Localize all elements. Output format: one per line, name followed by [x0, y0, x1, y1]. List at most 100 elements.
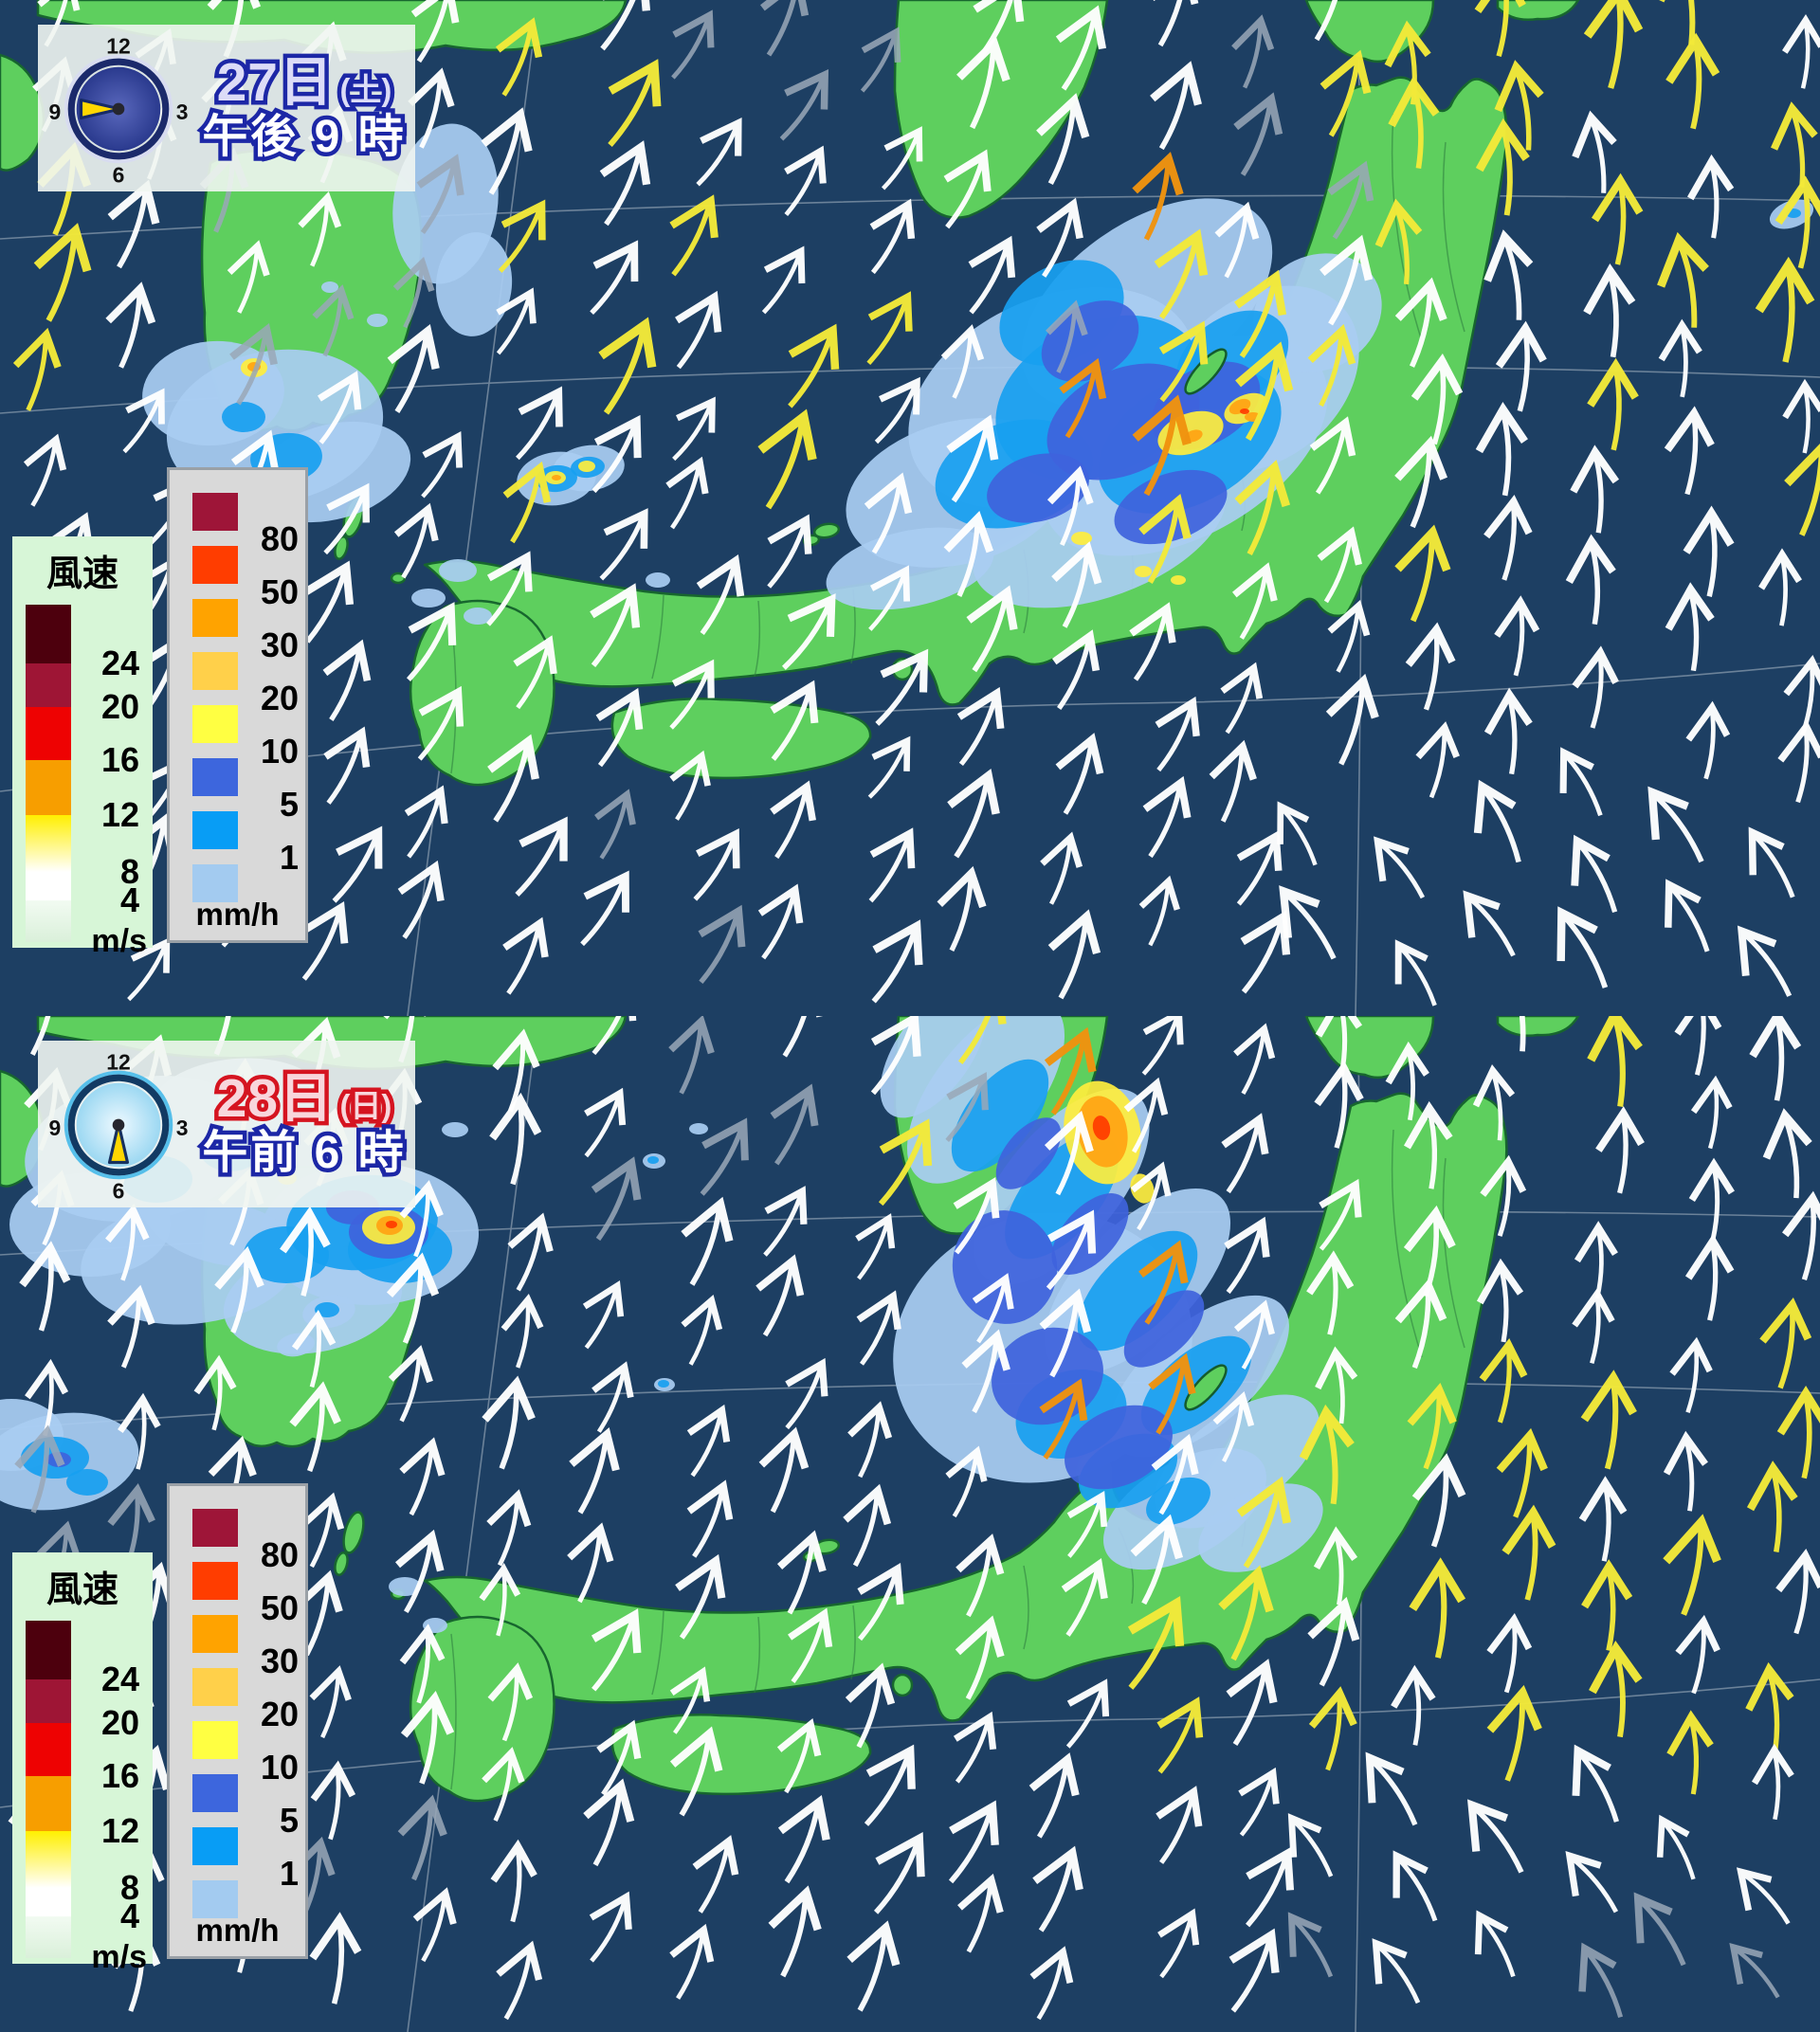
wind-arrow: [229, 322, 278, 406]
precip-legend: 80 50 30 20 10 5 1 mm/h: [167, 1483, 308, 1959]
wind-arrow: [486, 1489, 532, 1567]
wind-arrow: [871, 919, 923, 1004]
precip-tick: 10: [260, 1748, 299, 1787]
wind-arrow: [1729, 1942, 1780, 1999]
wind-arrow: [289, 1381, 341, 1473]
wind-arrow: [1039, 1288, 1092, 1378]
precip-color-swatch: [192, 652, 238, 690]
wind-arrow: [1155, 696, 1200, 772]
wind-arrow: [940, 324, 985, 399]
weather-map-sat-9pm: [0, 0, 1820, 1016]
datetime-box: 12 3 6 9 28日 28日 (日) (日) 午前 6 時午前 6 時: [38, 1041, 415, 1207]
wind-arrow: [23, 433, 67, 507]
wind-arrow: [1404, 1100, 1453, 1189]
wind-speed-tick: 24: [100, 644, 139, 682]
wind-arrow: [1036, 93, 1090, 186]
wind-arrow: [1055, 5, 1107, 91]
wind-arrow: [309, 1912, 362, 2005]
wind-arrow: [1141, 1016, 1184, 1076]
wind-arrow: [1474, 0, 1526, 58]
wind-arrow: [1472, 1064, 1516, 1141]
wind-legend-bar: [26, 1621, 71, 1958]
wind-arrow: [1690, 1075, 1733, 1150]
wind-arrow: [1782, 1190, 1820, 1281]
wind-arrow: [416, 154, 464, 234]
wind-arrow: [1746, 1460, 1798, 1552]
wind-arrow: [1388, 76, 1440, 170]
wind-arrow: [1415, 721, 1460, 799]
wind-arrow: [599, 140, 651, 227]
wind-arrow: [956, 1533, 1005, 1618]
wind-arrow: [968, 235, 1016, 315]
wind-speed-color-step: [26, 1916, 71, 1958]
wind-arrow: [1036, 197, 1083, 278]
precip-color-swatch: [192, 1827, 238, 1865]
wind-arrow: [770, 1083, 819, 1166]
date-line: 27日 27日 (土) (土): [212, 50, 396, 116]
clock-number: 9: [48, 1116, 61, 1140]
wind-arrow: [1306, 1250, 1355, 1335]
wind-arrow: [1656, 1814, 1696, 1880]
wind-arrow: [1319, 1178, 1362, 1251]
wind-arrow: [1307, 1596, 1360, 1687]
wind-arrow: [1327, 599, 1371, 673]
wind-arrow: [1509, 1016, 1526, 1052]
wind-arrow: [856, 1290, 901, 1366]
wind-speed-color-step: [26, 872, 71, 900]
wind-arrow: [768, 1885, 822, 1978]
wind-arrow: [1476, 1258, 1524, 1343]
wind-arrow: [1633, 1892, 1686, 1967]
wind-arrow: [1320, 234, 1374, 326]
wind-arrow: [1279, 885, 1337, 960]
wind-arrow: [1480, 1154, 1527, 1237]
wind-arrow: [1156, 1696, 1204, 1774]
wind-speed-color-step: [26, 815, 71, 872]
wind-arrow: [1559, 747, 1603, 817]
wind-arrow: [1313, 1526, 1358, 1606]
clock-number: 3: [176, 1116, 189, 1140]
wind-arrow: [516, 386, 563, 461]
wind-arrow: [1463, 890, 1516, 957]
wind-arrow: [957, 1873, 1004, 1953]
wind-arrow: [681, 1196, 734, 1286]
precip-tick: 80: [260, 519, 299, 558]
wind-arrow: [12, 327, 62, 411]
wind-arrow: [592, 1361, 634, 1433]
wind-arrow: [309, 1665, 352, 1739]
wind-arrow: [589, 1891, 632, 1963]
wind-arrow: [1132, 152, 1184, 241]
wind-arrow: [1483, 494, 1533, 581]
wind-arrow: [1592, 172, 1644, 265]
wind-arrow: [1784, 439, 1820, 536]
wind-arrow: [291, 1309, 337, 1388]
wind-arrow: [591, 1156, 642, 1242]
wind-arrow: [1228, 1928, 1280, 2013]
time-line: 午後 9 時午後 9 時: [198, 108, 408, 165]
wind-arrow: [1039, 1378, 1088, 1460]
wind-arrow: [595, 687, 644, 768]
precip-color-swatch: [192, 1721, 238, 1759]
wind-arrow: [777, 1794, 830, 1884]
wind-arrow: [583, 1778, 635, 1867]
wind-arrow: [227, 240, 270, 314]
wind-arrow: [686, 1404, 731, 1478]
wind-arrow: [1236, 830, 1283, 906]
precip-color-swatch: [192, 1668, 238, 1706]
wind-arrow: [482, 1747, 525, 1822]
wind-arrow: [127, 936, 171, 1002]
wind-arrow: [692, 1835, 739, 1914]
wind-arrow: [1220, 662, 1264, 735]
wind-arrow: [1683, 505, 1735, 597]
wind-arrow: [591, 1608, 642, 1692]
wind-arrow: [1157, 1908, 1200, 1979]
wind-speed-color-step: [26, 1888, 71, 1916]
wind-arrow: [867, 735, 911, 799]
wind-arrow: [1212, 1390, 1255, 1462]
wind-speed-tick: 20: [100, 687, 139, 726]
wind-arrow: [29, 1016, 57, 1056]
wind-arrow: [847, 1401, 893, 1479]
wind-arrow: [1142, 775, 1192, 859]
wind-arrow: [1580, 1370, 1637, 1470]
wind-arrow: [1666, 1710, 1714, 1795]
